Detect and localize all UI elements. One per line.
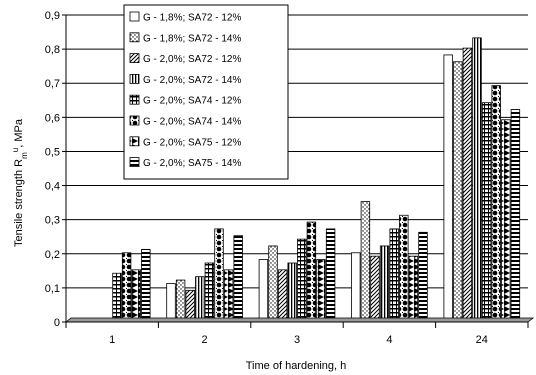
bar xyxy=(268,245,278,323)
x-tick-label: 1 xyxy=(109,334,115,346)
bar xyxy=(306,221,317,323)
bar xyxy=(287,262,297,323)
y-tick-label: 0,7 xyxy=(45,78,60,90)
bar xyxy=(297,238,307,323)
bar xyxy=(481,102,492,323)
bar xyxy=(223,269,234,323)
bar xyxy=(131,269,141,323)
y-tick-label: 0,3 xyxy=(45,215,60,227)
legend-label: G - 2,0%; SA72 - 14% xyxy=(143,75,241,86)
bar xyxy=(510,109,521,323)
bar xyxy=(175,279,186,323)
bar xyxy=(121,252,132,323)
legend-label: G - 2,0%; SA75 - 12% xyxy=(143,137,241,148)
bar xyxy=(418,231,428,323)
bar xyxy=(233,235,243,323)
bar xyxy=(112,272,122,323)
legend-label: G - 2,0%; SA74 - 14% xyxy=(143,117,241,128)
legend: G - 1,8%; SA72 - 12% G - 1,8%; SA72 - 14%… xyxy=(123,4,289,180)
legend-swatch xyxy=(129,115,140,126)
y-tick-label: 0,6 xyxy=(45,112,60,124)
legend-label: G - 1,8%; SA72 - 14% xyxy=(143,33,241,44)
legend-swatch xyxy=(129,53,140,63)
x-tick-label: 2 xyxy=(202,334,208,346)
chart-floor xyxy=(64,317,535,323)
bar xyxy=(453,61,463,323)
bar xyxy=(258,259,269,323)
bar xyxy=(214,228,224,323)
y-tick-label: 0,2 xyxy=(45,249,60,261)
legend-label: G - 2,0%; SA72 - 12% xyxy=(143,54,241,65)
bar xyxy=(443,54,453,323)
bar xyxy=(370,255,380,323)
bar xyxy=(277,269,288,323)
bar xyxy=(360,201,371,323)
legend-swatch xyxy=(129,32,140,43)
legend-swatch xyxy=(129,157,140,168)
bar xyxy=(195,276,205,323)
x-tick-label: 3 xyxy=(294,334,300,346)
bar xyxy=(166,283,176,323)
bar xyxy=(351,252,361,323)
bar xyxy=(501,119,511,323)
bar xyxy=(462,47,473,323)
bar xyxy=(472,37,482,323)
bar xyxy=(185,289,195,323)
legend-swatch xyxy=(129,11,140,22)
y-tick-label: 0,9 xyxy=(45,10,60,22)
bar xyxy=(204,262,215,323)
legend-swatch xyxy=(129,136,140,147)
bar xyxy=(389,228,399,323)
y-tick-label: 0 xyxy=(54,317,60,329)
y-tick-label: 0,1 xyxy=(45,283,60,295)
bar xyxy=(399,214,409,323)
y-tick-label: 0,8 xyxy=(45,44,60,56)
bar xyxy=(141,248,151,323)
bar xyxy=(379,245,390,323)
y-tick-label: 0,5 xyxy=(45,146,60,158)
legend-label: G - 2,0%; SA75 - 14% xyxy=(143,158,241,169)
bar xyxy=(408,255,419,323)
legend-label: G - 1,8%; SA72 - 12% xyxy=(143,13,241,24)
x-axis-title: Time of hardening, h xyxy=(246,360,346,372)
x-tick-label: 24 xyxy=(476,334,488,346)
tick-labels: 0 0,1 0,2 0,3 0,4 0,5 0,6 0,7 0,8 0,9 1 2 3 4 24 xyxy=(45,10,529,346)
legend-swatch xyxy=(129,74,140,84)
bar xyxy=(491,85,501,323)
bar xyxy=(325,228,336,323)
bars xyxy=(73,37,521,323)
x-tick-label: 4 xyxy=(386,334,392,346)
bar xyxy=(316,259,326,323)
legend-label: G - 2,0%; SA74 - 12% xyxy=(143,96,241,107)
y-tick-label: 0,4 xyxy=(45,181,60,193)
legend-swatch xyxy=(129,94,140,105)
y-axis-title: Tensile strength Rmu, MPa xyxy=(11,118,29,247)
axes xyxy=(64,15,535,328)
legend-box xyxy=(123,4,289,180)
